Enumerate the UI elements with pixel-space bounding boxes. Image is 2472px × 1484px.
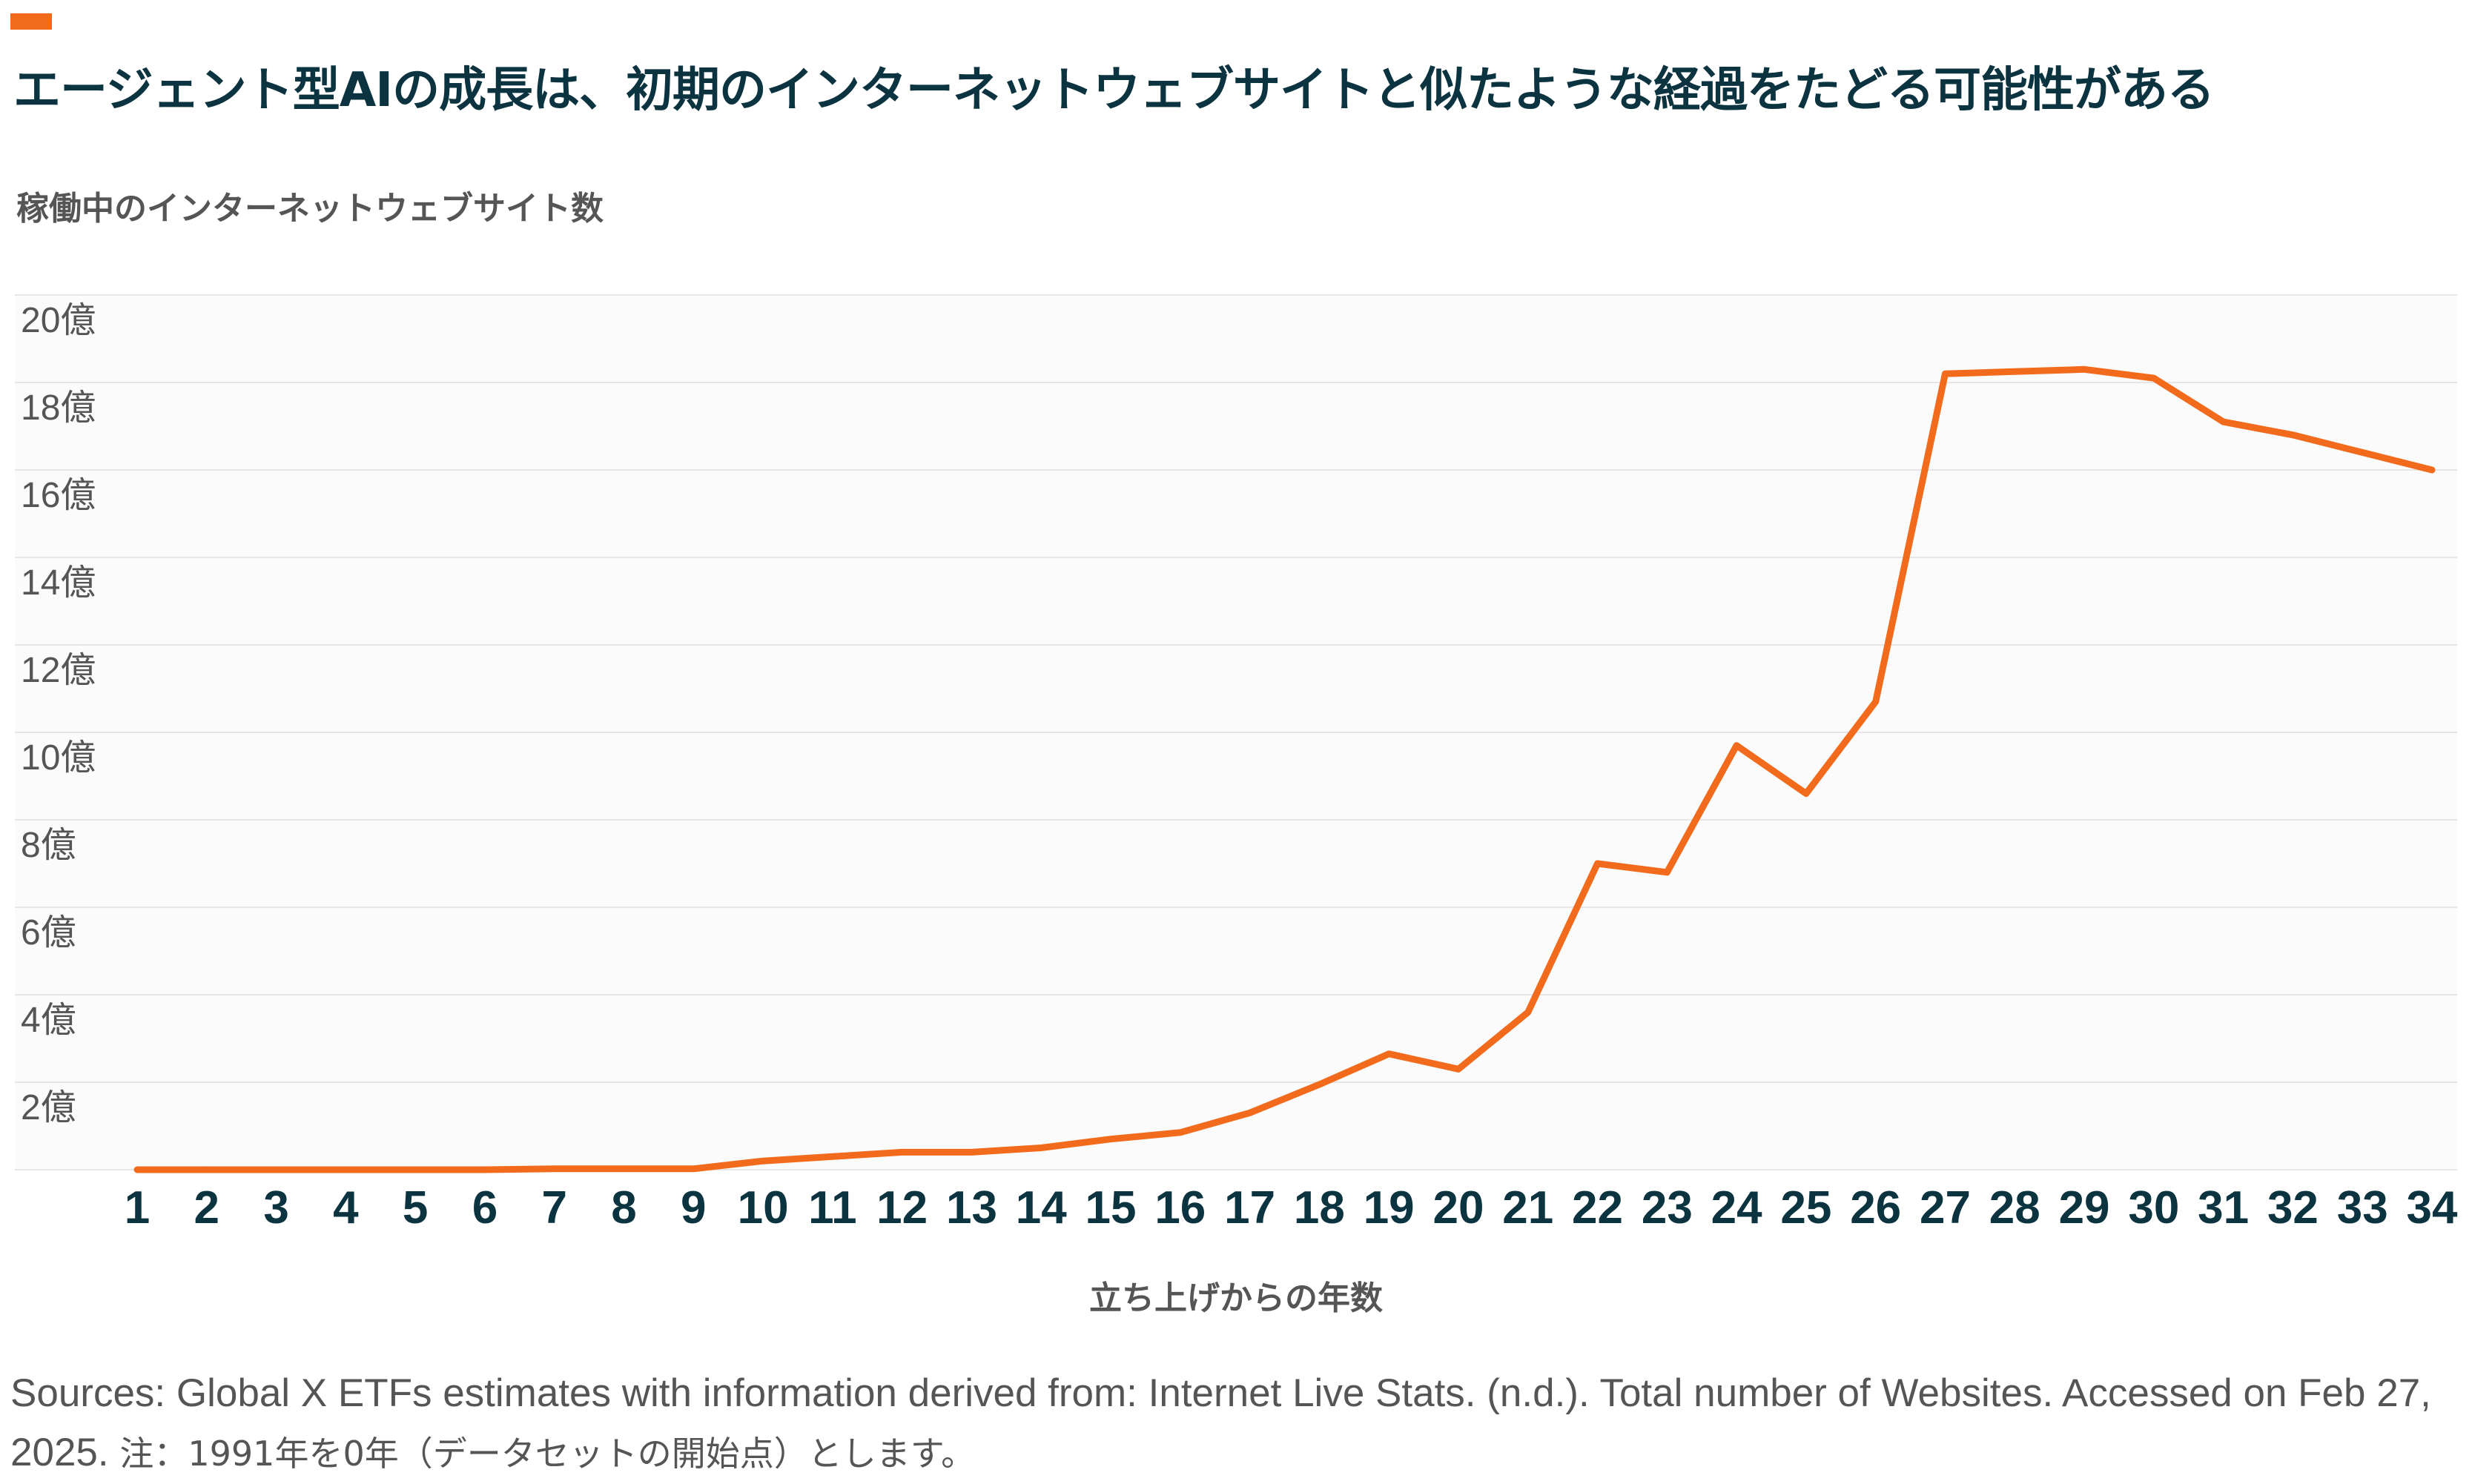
data-point bbox=[1524, 1009, 1531, 1016]
data-point bbox=[2290, 431, 2296, 438]
x-tick-label: 12 bbox=[876, 1182, 928, 1233]
data-points bbox=[134, 366, 2435, 1173]
x-tick-label: 5 bbox=[403, 1182, 428, 1233]
source-text: Sources: Global X ETFs estimates with in… bbox=[10, 1371, 2431, 1474]
x-tick-label: 31 bbox=[2198, 1182, 2249, 1233]
data-point bbox=[621, 1165, 627, 1172]
data-point bbox=[2220, 419, 2227, 425]
data-point bbox=[1734, 742, 1740, 749]
data-point bbox=[899, 1149, 905, 1156]
data-point bbox=[829, 1153, 836, 1160]
y-tick-label: 14億 bbox=[21, 563, 96, 603]
x-tick-label: 33 bbox=[2337, 1182, 2388, 1233]
y-tick-label: 16億 bbox=[21, 476, 96, 515]
x-tick-label: 1 bbox=[125, 1182, 150, 1233]
x-tick-label: 3 bbox=[263, 1182, 288, 1233]
footnote-text: 注：1991年を0年（データセットの開始点）とします。 bbox=[119, 1434, 976, 1474]
y-tick-label: 10億 bbox=[21, 738, 96, 778]
chart-title: エージェント型AIの成長は、初期のインターネットウェブサイトと似たような経過をた… bbox=[13, 63, 2215, 118]
series-line bbox=[133, 365, 2436, 1173]
data-point bbox=[551, 1165, 558, 1172]
x-tick-label: 8 bbox=[611, 1182, 636, 1233]
x-tick-label: 25 bbox=[1780, 1182, 1831, 1233]
data-point bbox=[968, 1149, 975, 1156]
data-point bbox=[1386, 1050, 1392, 1057]
y-tick-label: 4億 bbox=[21, 1001, 76, 1040]
data-point bbox=[1316, 1081, 1323, 1087]
data-point bbox=[2012, 368, 2018, 375]
x-tick-label: 28 bbox=[1989, 1182, 2040, 1233]
x-tick-labels: 1 2 3 4 5 6 7 8 9 10 11 12 13 14 15 16 17 18 19 20 21 22 23 24 2… bbox=[125, 1182, 2458, 1233]
x-tick-label: 34 bbox=[2407, 1182, 2458, 1233]
accent-bar bbox=[10, 13, 52, 30]
x-tick-label: 17 bbox=[1224, 1182, 1275, 1233]
data-point bbox=[1942, 371, 1949, 377]
x-tick-label: 24 bbox=[1711, 1182, 1762, 1233]
data-point bbox=[2150, 375, 2157, 382]
x-tick-label: 10 bbox=[738, 1182, 789, 1233]
data-point bbox=[1108, 1136, 1114, 1142]
x-tick-label: 20 bbox=[1432, 1182, 1484, 1233]
x-tick-label: 22 bbox=[1572, 1182, 1623, 1233]
data-point bbox=[1246, 1110, 1253, 1116]
data-point bbox=[412, 1167, 419, 1173]
x-tick-label: 27 bbox=[1920, 1182, 1971, 1233]
x-tick-label: 14 bbox=[1016, 1182, 1067, 1233]
data-point bbox=[760, 1158, 767, 1165]
y-tick-labels: 2億 4億 6億 8億 10億 12億 14億 16億 18億 20億 bbox=[21, 301, 96, 1127]
y-tick-label: 8億 bbox=[21, 826, 76, 865]
x-tick-label: 7 bbox=[541, 1182, 566, 1233]
data-point bbox=[1177, 1129, 1183, 1136]
data-point bbox=[1872, 698, 1879, 705]
x-tick-label: 15 bbox=[1085, 1182, 1137, 1233]
x-tick-label: 11 bbox=[808, 1182, 857, 1233]
x-axis-label: 立ち上げからの年数 bbox=[1089, 1279, 1383, 1317]
data-point bbox=[2429, 467, 2435, 473]
x-tick-label: 13 bbox=[946, 1182, 997, 1233]
data-point bbox=[481, 1167, 488, 1173]
grid-lines bbox=[15, 294, 2457, 1170]
data-point bbox=[134, 1167, 140, 1173]
data-point bbox=[273, 1167, 280, 1173]
x-tick-label: 4 bbox=[333, 1182, 359, 1233]
data-point bbox=[1664, 869, 1670, 875]
data-point bbox=[1455, 1066, 1461, 1073]
data-point bbox=[2081, 366, 2088, 373]
y-tick-label: 2億 bbox=[21, 1088, 76, 1127]
data-point bbox=[690, 1165, 697, 1172]
y-tick-label: 20億 bbox=[21, 301, 96, 340]
x-tick-label: 18 bbox=[1294, 1182, 1345, 1233]
source-note: Sources: Global X ETFs estimates with in… bbox=[10, 1364, 2450, 1483]
x-tick-label: 26 bbox=[1850, 1182, 1901, 1233]
x-tick-label: 29 bbox=[2059, 1182, 2110, 1233]
x-tick-label: 30 bbox=[2128, 1182, 2179, 1233]
data-point bbox=[203, 1167, 210, 1173]
data-point bbox=[343, 1167, 349, 1173]
x-tick-label: 21 bbox=[1502, 1182, 1553, 1233]
data-point bbox=[1802, 790, 1809, 797]
y-tick-label: 18億 bbox=[21, 388, 96, 428]
data-point bbox=[2359, 449, 2366, 456]
x-tick-label: 2 bbox=[194, 1182, 219, 1233]
y-tick-label: 6億 bbox=[21, 913, 76, 953]
data-point bbox=[1594, 861, 1601, 867]
x-tick-label: 19 bbox=[1364, 1182, 1415, 1233]
y-tick-label: 12億 bbox=[21, 651, 96, 690]
x-tick-label: 23 bbox=[1642, 1182, 1693, 1233]
x-tick-label: 9 bbox=[681, 1182, 706, 1233]
data-point bbox=[1038, 1145, 1045, 1151]
x-tick-label: 16 bbox=[1154, 1182, 1206, 1233]
x-tick-label: 32 bbox=[2267, 1182, 2319, 1233]
y-axis-label: 稼働中のインターネットウェブサイト数 bbox=[16, 190, 604, 228]
x-tick-label: 6 bbox=[472, 1182, 498, 1233]
